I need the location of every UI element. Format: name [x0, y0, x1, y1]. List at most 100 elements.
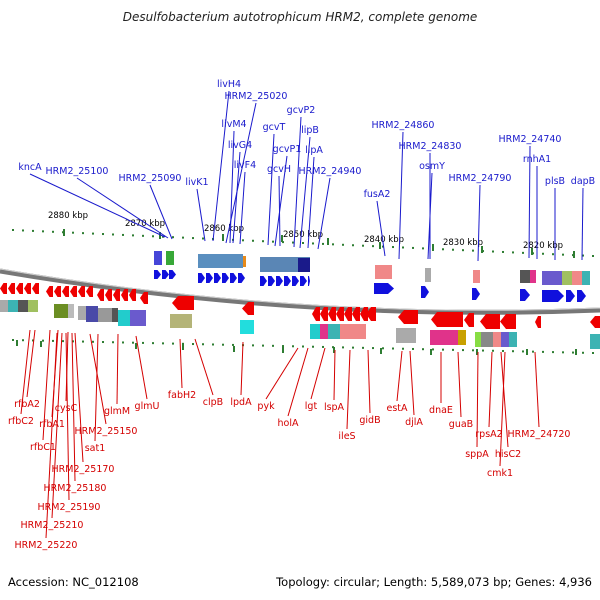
scale-dot: [262, 344, 264, 347]
forward-gene-arrow: [222, 273, 229, 283]
forward-gene-label: HRM2_24940: [299, 166, 362, 177]
reverse-gene-arrow: [500, 314, 516, 329]
scale-dot: [192, 343, 194, 346]
reverse-gene-label: fabH2: [168, 390, 196, 401]
reverse-gene-arrow: [86, 286, 93, 297]
scale-dot: [92, 232, 94, 235]
scale-dot: [352, 244, 354, 247]
scale-dot: [112, 341, 114, 344]
leader-line: [476, 351, 479, 448]
forward-gene-label: lipB: [301, 125, 319, 136]
reverse-gene-arrow: [535, 316, 541, 328]
reverse-cog-box: [458, 330, 466, 345]
reverse-gene-label: HRM2_25220: [15, 540, 78, 551]
forward-gene-arrow: [162, 270, 169, 279]
scale-dot: [252, 239, 254, 242]
forward-gene-label: livH4: [217, 79, 241, 90]
scale-dot: [82, 340, 84, 343]
scale-dot: [292, 241, 294, 244]
leader-line: [409, 350, 415, 416]
ruler-label: 2870 kbp: [125, 219, 165, 229]
scale-dot: [292, 345, 294, 348]
reverse-cog-box: [430, 330, 458, 345]
leader-line: [396, 350, 403, 402]
inner-scale-ring: [12, 339, 594, 354]
scale-dot: [412, 246, 414, 249]
reverse-gene-arrow: [172, 296, 194, 310]
leader-line: [29, 173, 166, 238]
leader-line: [240, 341, 244, 396]
forward-gene-arrow: [542, 290, 564, 302]
ruler-label: 2820 kbp: [523, 241, 563, 251]
forward-gene-label: livK1: [185, 177, 208, 188]
scale-dot: [112, 233, 114, 236]
forward-gene-label: osmY: [419, 161, 445, 172]
leader-line: [229, 130, 235, 244]
reverse-cog-box: [118, 310, 130, 326]
scale-dot: [502, 250, 504, 253]
reverse-gene-arrow: [320, 307, 328, 321]
reverse-cog-box: [501, 332, 509, 347]
scale-tick: [531, 248, 533, 255]
forward-gene-label: dapB: [571, 176, 595, 187]
reverse-gene-label: HRM2_25180: [44, 483, 107, 494]
leader-line: [232, 151, 241, 244]
reverse-gene-label: pyk: [257, 401, 275, 412]
reverse-gene-label: rfbA2: [14, 399, 40, 410]
scale-dot: [452, 248, 454, 251]
scale-dot: [302, 242, 304, 244]
forward-gene-arrow: [260, 276, 267, 286]
scale-dot: [222, 343, 224, 346]
forward-gene-label: livF4: [234, 160, 256, 171]
forward-gene-label: gcvT: [263, 122, 286, 133]
leader-line: [212, 90, 230, 242]
reverse-cog-box: [475, 332, 481, 347]
forward-gene-label: HRM2_25020: [225, 91, 288, 102]
reverse-gene-arrow: [336, 307, 344, 321]
genome-backbone-highlight: [0, 268, 600, 311]
scale-dot: [412, 347, 414, 350]
scale-dot: [312, 242, 314, 245]
scale-tick: [481, 246, 483, 253]
scale-dot: [362, 244, 364, 247]
reverse-cog-box: [328, 324, 340, 339]
reverse-gene-arrow: [242, 302, 254, 315]
ruler-label: 2830 kbp: [443, 238, 483, 248]
reverse-gene-label: cmk1: [487, 468, 513, 479]
reverse-gene-label: hisC2: [495, 449, 521, 460]
scale-dot: [562, 253, 564, 256]
scale-tick: [182, 344, 184, 350]
scale-tick: [327, 238, 329, 245]
reverse-gene-arrow: [590, 316, 600, 328]
scale-dot: [122, 233, 124, 236]
ruler-label: 2860 kbp: [204, 224, 244, 234]
scale-tick: [40, 341, 42, 347]
forward-cog-box: [298, 258, 310, 272]
scale-dot: [442, 348, 444, 351]
forward-gene-label: livM4: [221, 119, 246, 130]
forward-cog-box: [375, 265, 392, 279]
forward-gene-label: HRM2_25090: [119, 173, 182, 184]
reverse-gene-arrow: [140, 292, 148, 304]
scale-dot: [402, 246, 404, 249]
forward-gene-arrow: [169, 270, 176, 279]
reverse-cog-box: [112, 308, 118, 322]
leader-line: [317, 177, 331, 250]
scale-dot: [52, 230, 54, 233]
scale-dot: [522, 350, 524, 353]
reverse-gene-label: sat1: [85, 443, 106, 454]
forward-gene-label: gcvP2: [287, 105, 316, 116]
forward-gene-arrow: [276, 276, 283, 286]
reverse-gene-label: ileS: [338, 431, 355, 442]
reverse-cog-box: [54, 304, 68, 318]
leader-line: [71, 332, 76, 482]
reverse-gene-arrow: [97, 289, 104, 301]
scale-dot: [12, 229, 14, 231]
scale-tick: [233, 346, 235, 352]
reverse-gene-arrow: [24, 283, 31, 294]
scale-dot: [342, 243, 344, 246]
forward-gene-label: livG4: [228, 140, 252, 151]
reverse-cog-box: [590, 334, 600, 349]
scale-dot: [162, 342, 164, 345]
scale-dot: [262, 240, 264, 243]
